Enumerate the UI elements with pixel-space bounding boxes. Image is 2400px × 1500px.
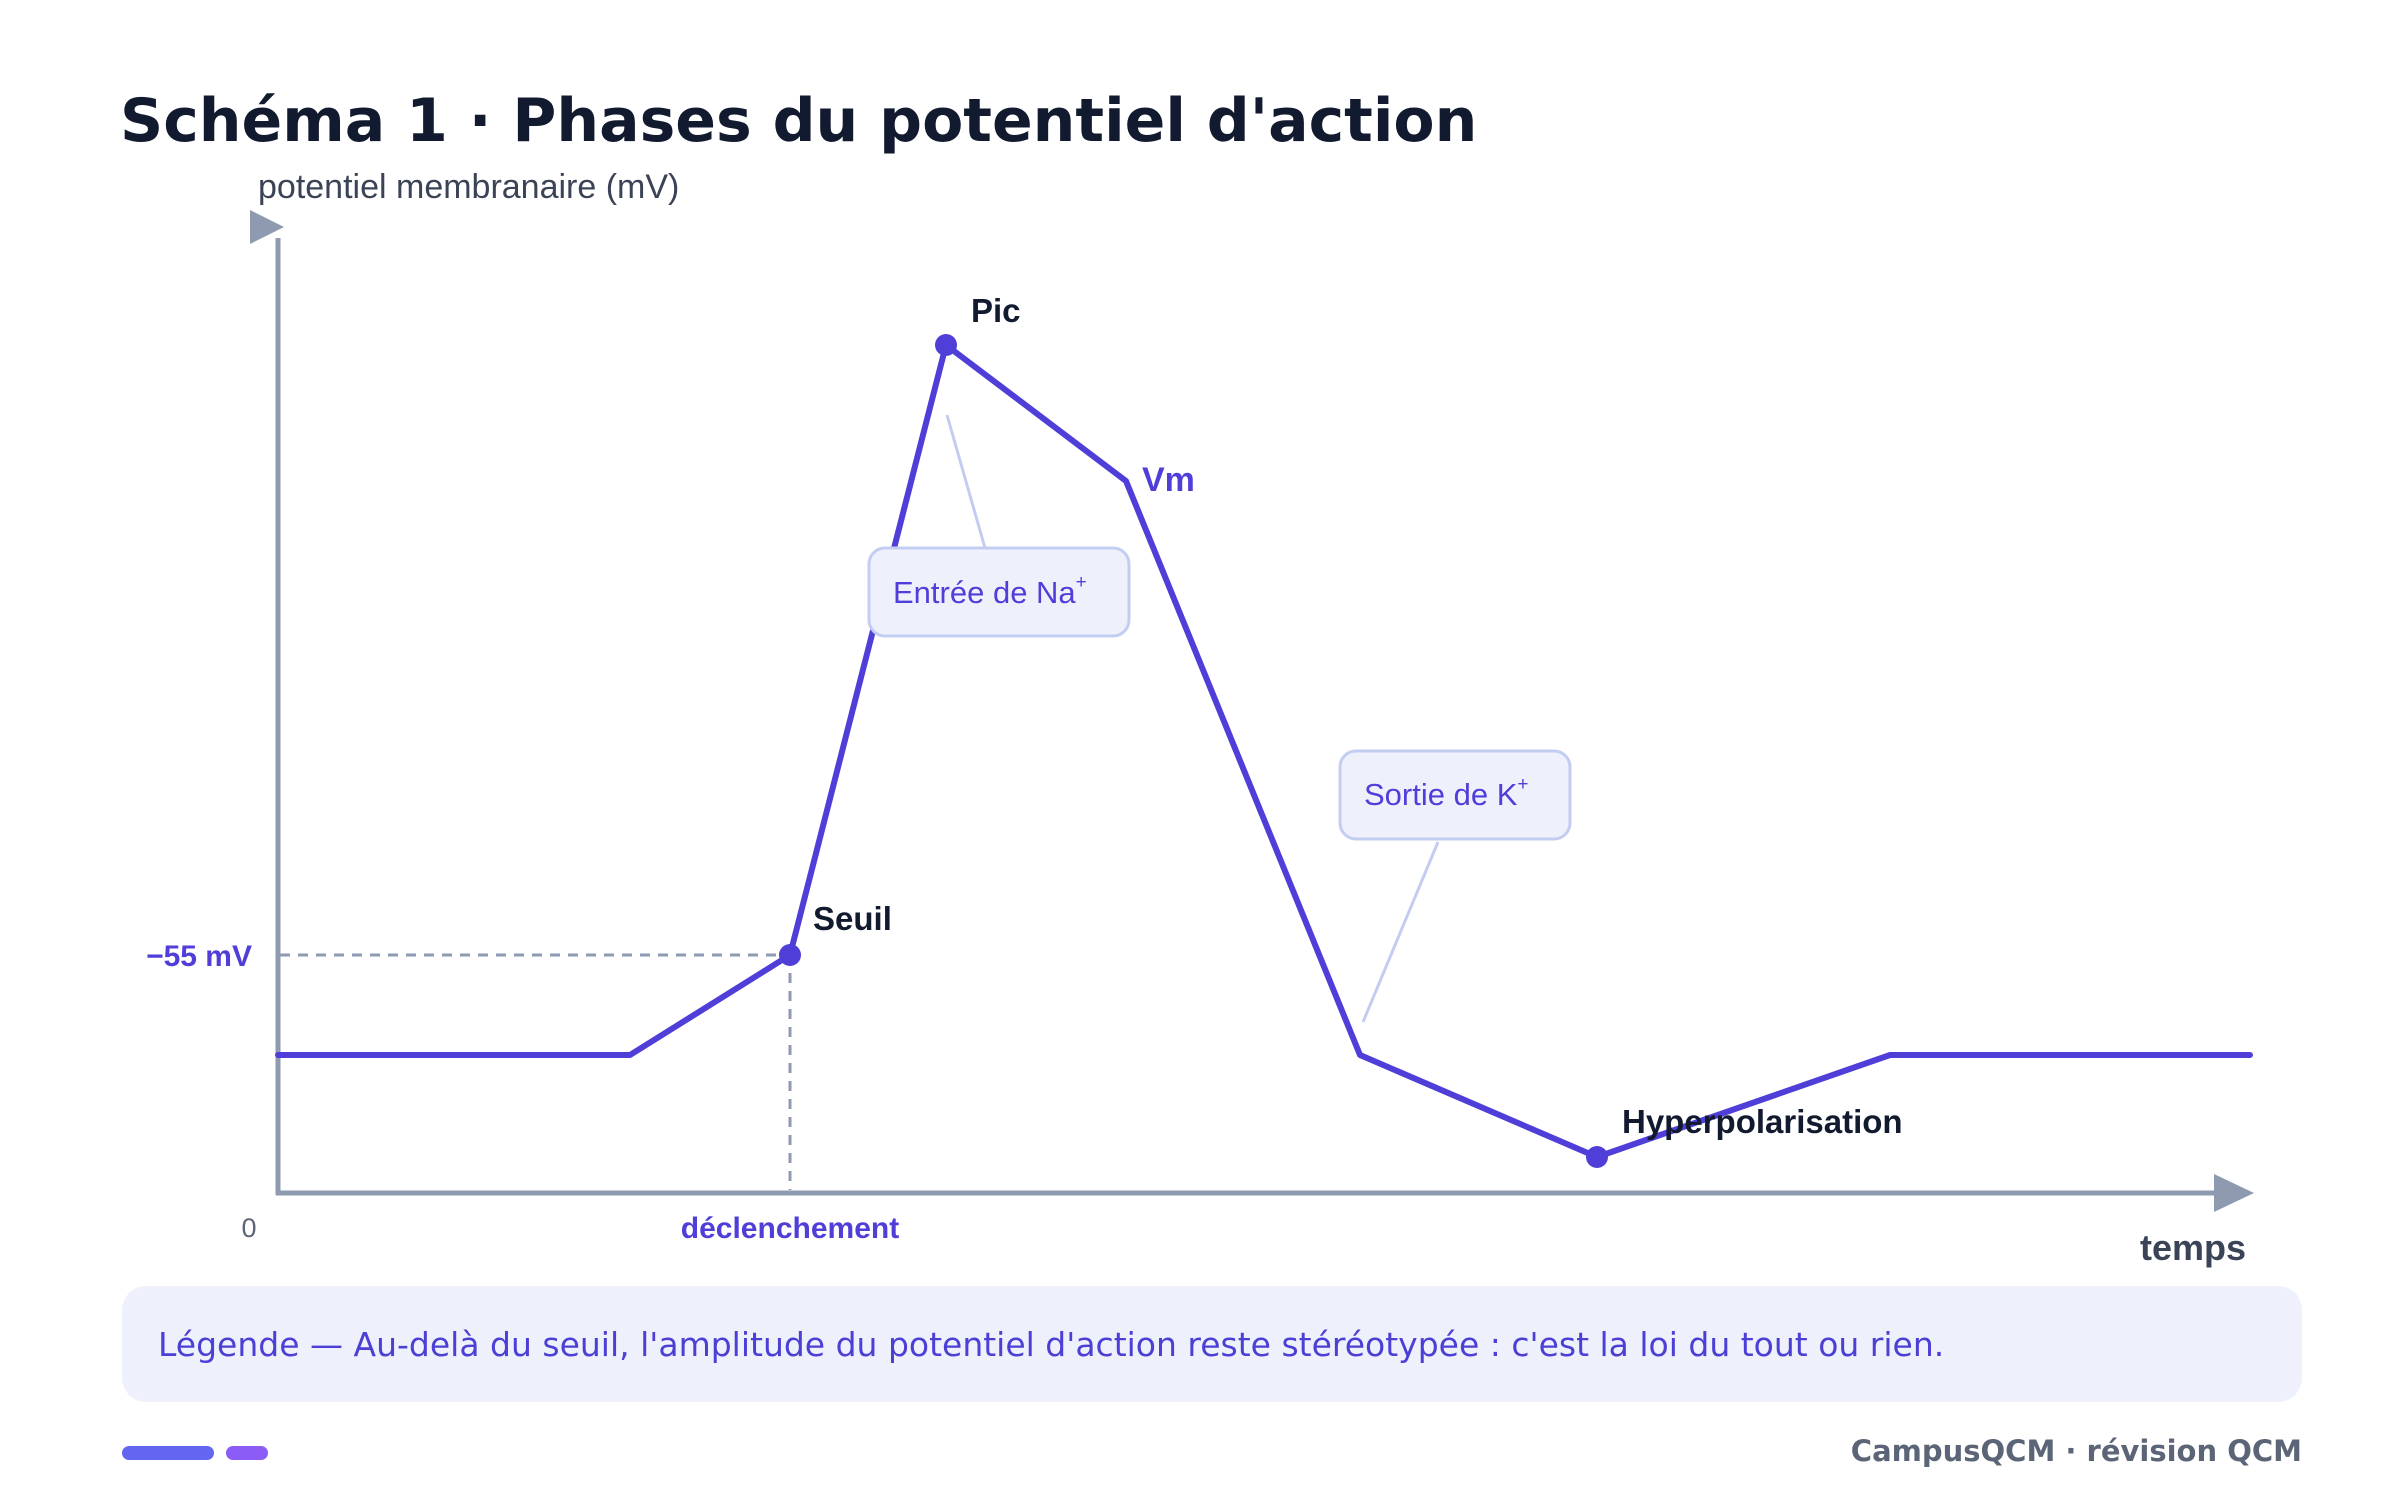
threshold-label: Seuil <box>813 900 892 937</box>
svg-text:Entrée de Na+: Entrée de Na+ <box>893 572 1087 610</box>
x-axis-arrow <box>2214 1174 2254 1212</box>
trigger-tick-label: déclenchement <box>681 1212 899 1245</box>
hyperpolarization-point <box>1586 1146 1608 1168</box>
membrane-potential-curve <box>275 342 2253 1160</box>
callout-k-leader <box>1361 841 1440 1023</box>
page-title: Schéma 1 · Phases du potentiel d'action <box>120 86 1478 156</box>
callout-na-entry: Entrée de Na+ <box>867 546 1131 638</box>
threshold-point <box>779 944 801 966</box>
hyperpolarization-label: Hyperpolarisation <box>1622 1103 1903 1140</box>
legend-text: Légende — Au-delà du seuil, l'amplitude … <box>158 1324 1945 1364</box>
origin-label: 0 <box>241 1213 256 1243</box>
threshold-tick-label: −55 mV <box>146 940 252 973</box>
callout-k-exit: Sortie de K+ <box>1338 749 1572 841</box>
peak-label: Pic <box>971 292 1021 329</box>
y-axis-label: potentiel membranaire (mV) <box>258 168 679 206</box>
x-axis-label: temps <box>2140 1227 2246 1268</box>
footer-bar-primary <box>122 1446 214 1460</box>
peak-point <box>935 334 957 356</box>
footer-brand: CampusQCM · révision QCM <box>1850 1434 2302 1468</box>
callout-na-text: Entrée de Na <box>893 575 1076 610</box>
callout-na-superscript: + <box>1076 572 1087 593</box>
svg-text:Sortie de K+: Sortie de K+ <box>1364 774 1528 812</box>
callout-k-text: Sortie de K <box>1364 777 1518 812</box>
y-axis-arrow <box>250 210 284 244</box>
curve-label: Vm <box>1142 461 1195 499</box>
callout-na-leader <box>945 414 987 549</box>
footer-bar-secondary <box>226 1446 268 1460</box>
legend-box: Légende — Au-delà du seuil, l'amplitude … <box>122 1286 2302 1402</box>
callout-k-superscript: + <box>1517 774 1528 795</box>
